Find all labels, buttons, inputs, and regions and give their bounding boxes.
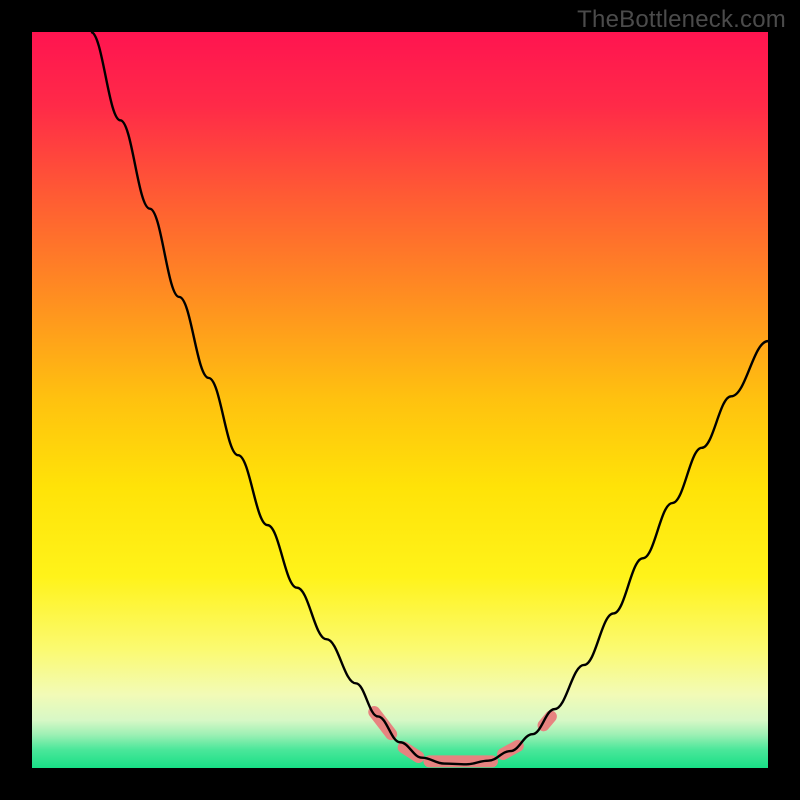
frame-edge [768, 0, 800, 800]
frame-edge [0, 768, 800, 800]
frame-edge [0, 0, 32, 800]
chart-container: TheBottleneck.com [0, 0, 800, 800]
bottleneck-curve-chart [0, 0, 800, 800]
watermark-text: TheBottleneck.com [577, 6, 786, 34]
chart-background-gradient [32, 32, 768, 768]
